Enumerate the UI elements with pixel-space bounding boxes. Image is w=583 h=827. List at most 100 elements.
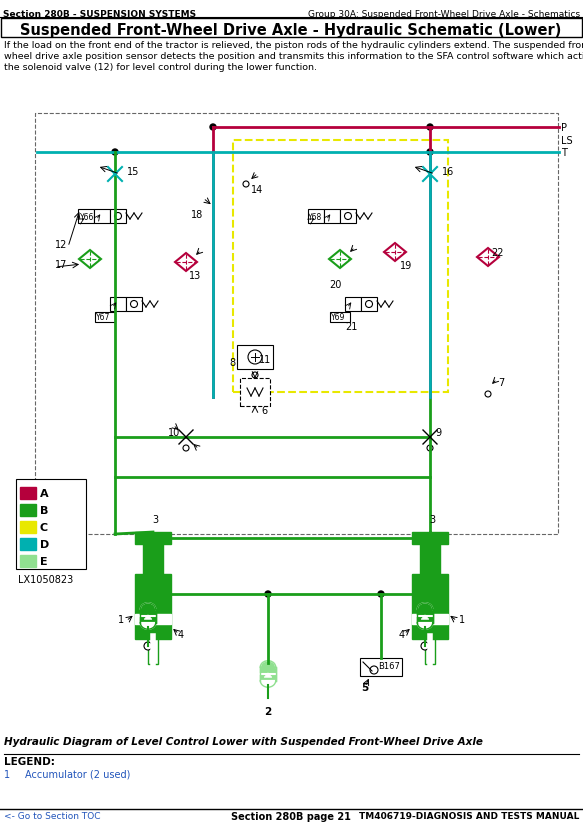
Bar xyxy=(330,313,350,323)
Bar xyxy=(324,210,340,224)
Text: 4: 4 xyxy=(178,629,184,639)
Text: 1: 1 xyxy=(459,614,465,624)
Text: 8: 8 xyxy=(229,357,235,367)
Polygon shape xyxy=(141,623,156,629)
Text: 13: 13 xyxy=(189,270,201,280)
Polygon shape xyxy=(417,603,433,609)
Text: P: P xyxy=(561,123,567,133)
Text: 11: 11 xyxy=(259,355,271,365)
Bar xyxy=(425,639,435,664)
Bar xyxy=(16,480,86,569)
Text: 19: 19 xyxy=(400,261,412,270)
Text: 3: 3 xyxy=(152,514,158,524)
Text: LEGEND:: LEGEND: xyxy=(4,756,55,766)
Polygon shape xyxy=(264,673,272,677)
Bar xyxy=(233,141,448,393)
Text: Suspended Front-Wheel Drive Axle - Hydraulic Schematic (Lower): Suspended Front-Wheel Drive Axle - Hydra… xyxy=(20,23,561,38)
Text: Y69: Y69 xyxy=(331,313,345,322)
Polygon shape xyxy=(260,681,276,687)
Text: 17: 17 xyxy=(55,260,68,270)
Bar xyxy=(417,609,433,623)
Text: Section 280B - SUSPENSION SYSTEMS: Section 280B - SUSPENSION SYSTEMS xyxy=(3,10,196,19)
Text: Y67: Y67 xyxy=(96,313,110,322)
Polygon shape xyxy=(384,244,406,261)
Polygon shape xyxy=(175,254,197,272)
Bar xyxy=(360,658,402,676)
Circle shape xyxy=(427,125,433,131)
Circle shape xyxy=(114,213,121,220)
Circle shape xyxy=(183,446,189,452)
Text: T: T xyxy=(561,148,567,158)
Bar xyxy=(135,614,171,624)
Text: LX1050823: LX1050823 xyxy=(18,574,73,585)
Bar xyxy=(110,210,126,224)
Text: LS: LS xyxy=(561,136,573,146)
Circle shape xyxy=(366,301,373,308)
Polygon shape xyxy=(417,623,433,629)
Circle shape xyxy=(248,351,262,365)
Bar xyxy=(1,19,582,38)
Polygon shape xyxy=(144,615,152,619)
Bar xyxy=(135,533,171,544)
Text: 21: 21 xyxy=(345,322,357,332)
Text: 2: 2 xyxy=(264,706,272,716)
Text: 16: 16 xyxy=(442,167,454,177)
Polygon shape xyxy=(477,249,499,266)
Text: If the load on the front end of the tractor is relieved, the piston rods of the : If the load on the front end of the trac… xyxy=(4,41,583,50)
Bar xyxy=(20,487,36,500)
Bar xyxy=(143,544,163,574)
Circle shape xyxy=(378,591,384,597)
Bar xyxy=(94,210,110,224)
Text: the solenoid valve (12) for level control during the lower function.: the solenoid valve (12) for level contro… xyxy=(4,63,317,72)
Bar xyxy=(308,210,324,224)
Circle shape xyxy=(427,446,433,452)
Bar xyxy=(260,667,276,681)
Bar xyxy=(35,114,558,534)
Circle shape xyxy=(243,182,249,188)
Circle shape xyxy=(210,125,216,131)
Text: D: D xyxy=(40,539,49,549)
Bar xyxy=(135,574,171,639)
Polygon shape xyxy=(421,615,429,619)
Bar xyxy=(20,538,36,550)
Text: B: B xyxy=(40,505,48,515)
Text: 1: 1 xyxy=(4,769,10,779)
Circle shape xyxy=(112,150,118,155)
Circle shape xyxy=(485,391,491,398)
Polygon shape xyxy=(79,251,101,269)
Text: 12: 12 xyxy=(55,240,68,250)
Bar xyxy=(412,533,448,544)
Circle shape xyxy=(144,643,152,650)
Text: 6: 6 xyxy=(261,405,267,415)
Text: Section 280B page 21: Section 280B page 21 xyxy=(231,811,351,821)
Bar xyxy=(361,298,377,312)
Polygon shape xyxy=(141,603,156,609)
Text: Y66: Y66 xyxy=(80,213,94,222)
Text: 1: 1 xyxy=(118,614,124,624)
Text: 4: 4 xyxy=(399,629,405,639)
Polygon shape xyxy=(260,661,276,667)
Text: 15: 15 xyxy=(127,167,139,177)
Circle shape xyxy=(427,150,433,155)
Text: Hydraulic Diagram of Level Control Lower with Suspended Front-Wheel Drive Axle: Hydraulic Diagram of Level Control Lower… xyxy=(4,736,483,746)
Bar xyxy=(412,614,448,624)
Circle shape xyxy=(265,591,271,597)
Text: Accumulator (2 used): Accumulator (2 used) xyxy=(25,769,131,779)
Bar xyxy=(20,504,36,516)
Bar xyxy=(141,609,156,623)
Bar xyxy=(95,313,115,323)
Text: C: C xyxy=(40,523,48,533)
Bar xyxy=(110,298,126,312)
Text: 9: 9 xyxy=(435,428,441,437)
Text: 22: 22 xyxy=(491,248,504,258)
Bar xyxy=(126,298,142,312)
Bar xyxy=(240,379,270,407)
Bar xyxy=(412,574,448,639)
Text: TM406719-DIAGNOSIS AND TESTS MANUAL: TM406719-DIAGNOSIS AND TESTS MANUAL xyxy=(359,811,579,820)
Text: 7: 7 xyxy=(498,378,504,388)
Text: 14: 14 xyxy=(251,184,264,195)
Text: 10: 10 xyxy=(168,428,180,437)
Text: Y68: Y68 xyxy=(308,213,322,222)
Text: 5: 5 xyxy=(361,682,368,692)
Bar xyxy=(148,639,158,664)
